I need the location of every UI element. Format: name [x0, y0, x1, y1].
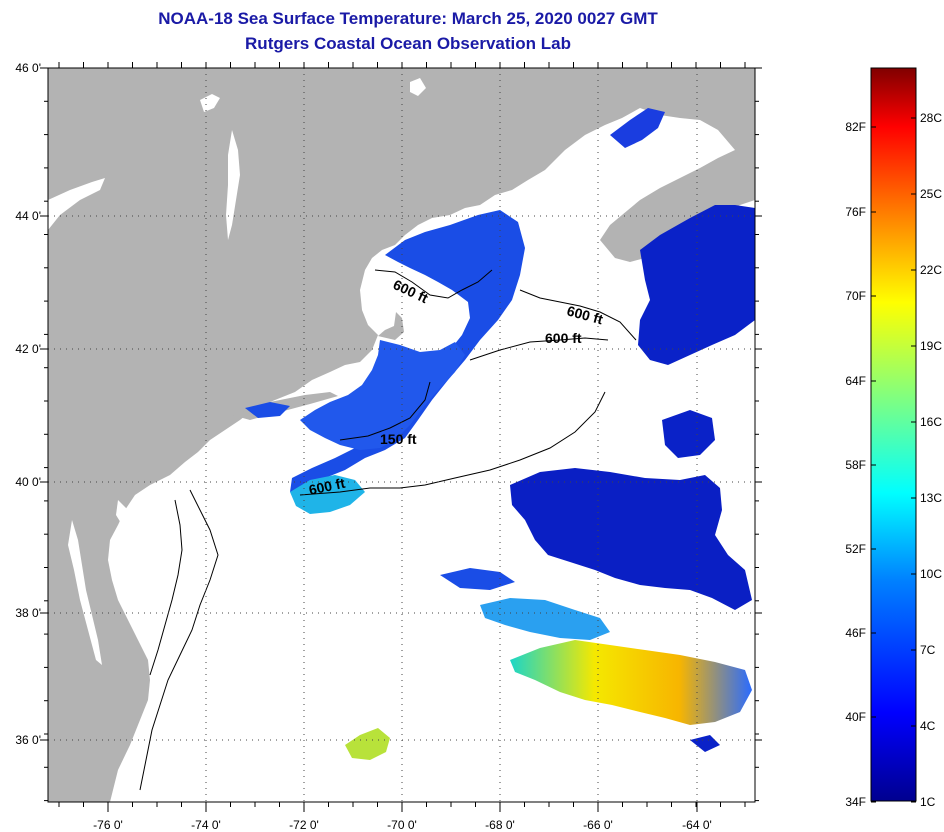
sst-shelf-break-warm: [290, 475, 365, 514]
colorbar-f-label: 64F: [845, 374, 866, 388]
sst-warm-eddy-band: [510, 640, 752, 725]
lat-tick-label: 42 0': [15, 342, 41, 356]
contour-line: [339, 381, 431, 441]
contour-line: [469, 337, 609, 361]
colorbar-c-label: 22C: [920, 263, 942, 277]
sst-small-patch: [690, 735, 720, 752]
map-title: NOAA-18 Sea Surface Temperature: March 2…: [158, 9, 658, 28]
sst-small-patch: [440, 568, 515, 590]
lon-tick-label: -72 0': [289, 818, 319, 832]
colorbar-f-label: 46F: [845, 626, 866, 640]
latitude-axis: 46 0' 44 0' 42 0' 40 0' 38 0' 36 0': [15, 61, 762, 802]
land-nova-scotia: [600, 145, 755, 262]
sst-small-patch: [245, 402, 290, 418]
colorbar-f-label: 58F: [845, 458, 866, 472]
sst-east-patch: [662, 410, 715, 458]
contour-label: 150 ft: [380, 431, 417, 447]
colorbar-celsius-labels: 28C 25C 22C 19C 16C 13C 10C 7C 4C 1C: [911, 111, 942, 809]
lon-tick-label: -70 0': [387, 818, 417, 832]
colorbar-fahrenheit-labels: 82F 76F 70F 64F 58F 52F 46F 40F 34F: [845, 120, 876, 809]
sst-gulf-stream-patch: [510, 468, 752, 610]
colorbar-c-label: 1C: [920, 795, 936, 809]
land-us-northeast: [48, 68, 755, 802]
graticule: [48, 68, 755, 802]
sst-warm-eddy-north: [480, 598, 610, 640]
colorbar-c-label: 19C: [920, 339, 942, 353]
lon-tick-label: -74 0': [191, 818, 221, 832]
contour-line: [139, 489, 219, 791]
sst-gulf-of-maine-patch: [290, 210, 525, 492]
bathymetry-contours: [139, 269, 637, 791]
contour-line: [299, 391, 606, 496]
colorbar: [870, 67, 917, 802]
colorbar-c-label: 16C: [920, 415, 942, 429]
sst-georges-bank-patch: [300, 340, 465, 450]
contour-line: [149, 499, 183, 676]
sst-nova-scotia-north-patch: [610, 108, 665, 148]
lat-tick-label: 38 0': [15, 606, 41, 620]
colorbar-f-label: 82F: [845, 120, 866, 134]
contour-line: [374, 269, 493, 299]
lon-tick-label: -68 0': [485, 818, 515, 832]
colorbar-f-label: 34F: [845, 795, 866, 809]
colorbar-f-label: 40F: [845, 710, 866, 724]
contour-line: [519, 289, 637, 341]
colorbar-f-label: 52F: [845, 542, 866, 556]
colorbar-c-label: 10C: [920, 567, 942, 581]
colorbar-f-label: 70F: [845, 289, 866, 303]
inland-lake: [200, 94, 220, 112]
lon-tick-label: -76 0': [93, 818, 123, 832]
colorbar-c-label: 28C: [920, 111, 942, 125]
lat-tick-label: 44 0': [15, 209, 41, 223]
lat-tick-label: 40 0': [15, 475, 41, 489]
lat-tick-label: 36 0': [15, 733, 41, 747]
colorbar-c-label: 13C: [920, 491, 942, 505]
chesapeake-bay: [68, 520, 102, 665]
delaware-bay: [116, 500, 132, 528]
lake-ontario-edge: [48, 178, 105, 230]
colorbar-c-label: 25C: [920, 187, 942, 201]
lake-champlain: [226, 130, 240, 240]
longitude-axis: -76 0' -74 0' -72 0' -70 0' -68 0' -66 0' -64 …: [58, 62, 746, 832]
contour-label: 600 ft: [545, 330, 582, 346]
lon-tick-label: -66 0': [583, 818, 613, 832]
lat-tick-label: 46 0': [15, 61, 41, 75]
inland-lake: [410, 78, 426, 96]
map-subtitle: Rutgers Coastal Ocean Observation Lab: [245, 34, 571, 53]
sst-small-patch: [345, 728, 390, 760]
colorbar-c-label: 4C: [920, 719, 936, 733]
lon-tick-label: -64 0': [682, 818, 712, 832]
land-cape-cod: [378, 312, 404, 340]
colorbar-f-label: 76F: [845, 205, 866, 219]
colorbar-c-label: 7C: [920, 643, 936, 657]
sst-data-layer: [245, 108, 755, 760]
contour-label: 600 ft: [307, 475, 346, 498]
